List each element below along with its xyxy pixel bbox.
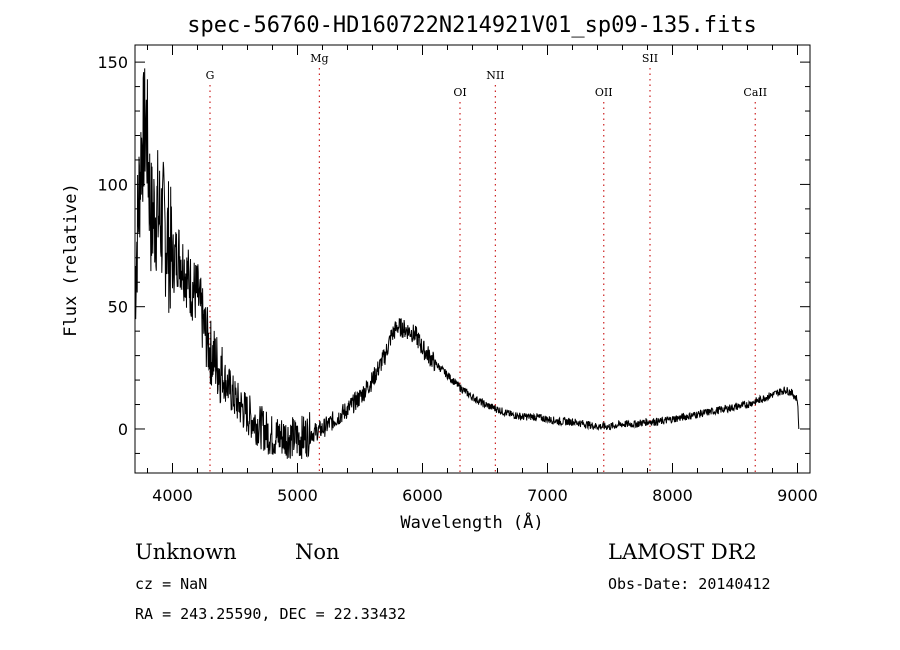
x-tick-label: 5000 [277,486,318,505]
spectral-line-label: OII [595,86,613,99]
coordinates-text: RA = 243.25590, DEC = 22.33432 [135,605,406,623]
axis-ticks: 4000 5000 6000 7000 8000 9000 0 50 100 150 [97,45,818,505]
spectrum-line [134,68,800,460]
spectral-lines: G Mg OI NII OII SII CaII [206,52,767,473]
y-tick-label: 150 [97,53,128,72]
y-tick-label: 100 [97,175,128,194]
spectral-line-label: CaII [743,86,767,99]
spectral-line-label: Mg [310,52,328,65]
y-axis-label: Flux (relative) [61,183,81,337]
obs-date: Obs-Date: 20140412 [608,575,771,593]
x-tick-label: 4000 [152,486,193,505]
y-tick-label: 0 [118,420,128,439]
chart-title: spec-56760-HD160722N214921V01_sp09-135.f… [187,13,757,38]
x-axis-label: Wavelength (Å) [400,511,543,533]
y-tick-label: 50 [108,298,128,317]
spectral-line-label: G [206,69,215,82]
spectrum-series [134,68,800,460]
redshift-text: cz = NaN [135,575,208,593]
x-tick-label: 8000 [652,486,693,505]
x-tick-label: 7000 [527,486,568,505]
x-tick-label: 9000 [777,486,818,505]
spectral-line-label: NII [486,69,504,82]
object-subclass: Non [295,540,340,564]
spectral-line-label: OI [453,86,466,99]
x-tick-label: 6000 [402,486,443,505]
object-class: Unknown [135,540,237,564]
survey-name: LAMOST DR2 [608,540,757,564]
spectral-line-label: SII [642,52,658,65]
